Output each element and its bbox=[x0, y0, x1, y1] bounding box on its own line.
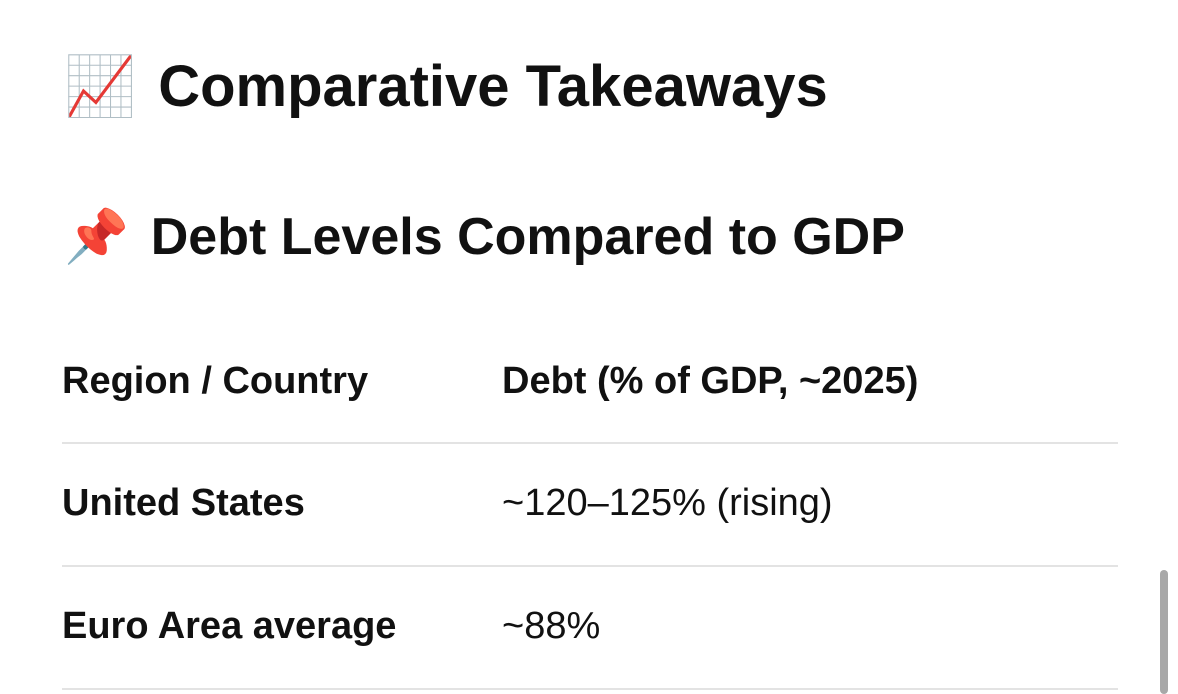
table-header: Region / Country bbox=[62, 360, 369, 402]
table-cell: United States bbox=[62, 482, 305, 524]
heading-icon: 📌 bbox=[64, 207, 129, 267]
table-cell: ~88% bbox=[502, 605, 601, 647]
table-cell: ~120–125% (rising) bbox=[502, 482, 833, 524]
row-divider bbox=[62, 565, 1118, 567]
row-divider bbox=[62, 442, 1118, 444]
section-heading: 📌 Debt Levels Compared to GDP bbox=[64, 206, 905, 267]
scrollbar[interactable] bbox=[1160, 570, 1168, 694]
section-heading: 📈 Comparative Takeaways bbox=[64, 52, 828, 121]
heading-text: Debt Levels Compared to GDP bbox=[150, 207, 905, 266]
table-header: Debt (% of GDP, ~2025) bbox=[502, 360, 919, 402]
heading-icon: 📈 bbox=[64, 52, 137, 120]
table-cell: Euro Area average bbox=[62, 605, 397, 647]
row-divider bbox=[62, 688, 1118, 690]
heading-text: Comparative Takeaways bbox=[158, 54, 828, 119]
